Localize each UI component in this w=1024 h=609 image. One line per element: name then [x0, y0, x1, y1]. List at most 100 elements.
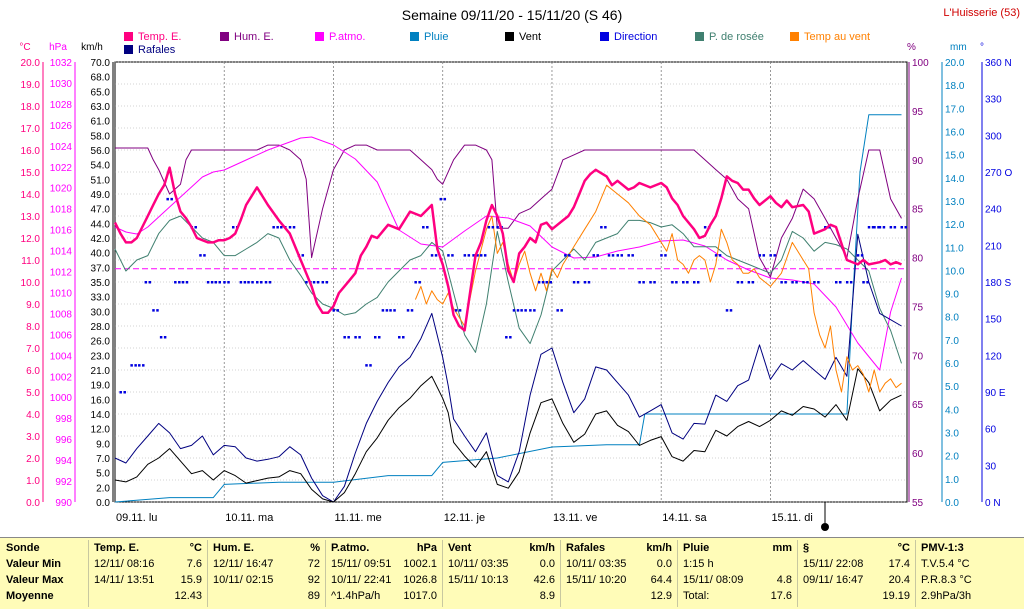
direction-point [406, 309, 410, 312]
direction-point [301, 254, 305, 257]
press-tick-label: 998 [55, 414, 72, 425]
wind-tick-label: 9.0 [96, 439, 110, 450]
wind-tick-label: 42.0 [91, 234, 111, 245]
direction-point [516, 309, 520, 312]
direction-point [545, 281, 549, 284]
stats-label: 15/11/ 08:09 [683, 574, 744, 586]
direction-point [402, 336, 405, 339]
temp-au-vent-line [414, 184, 902, 393]
direction-point [576, 281, 580, 284]
stats-value: 15.9 [180, 574, 202, 586]
temp-tick-label: 13.0 [21, 212, 41, 223]
dir-tick-label: 210 [985, 241, 1002, 252]
stats-value: °C [189, 542, 202, 554]
wind-tick-label: 16.0 [91, 395, 111, 406]
stats-value: 72 [307, 558, 320, 570]
direction-point [834, 281, 838, 284]
p-atmo-line [114, 136, 902, 371]
direction-point [751, 281, 755, 284]
stats-row: Total: 17.6 [683, 590, 792, 604]
temp-tick-label: 4.0 [26, 410, 40, 421]
direction-point [682, 281, 685, 284]
direction-point [703, 226, 707, 229]
stats-header: § °C [803, 542, 910, 556]
direction-point [758, 254, 762, 257]
stats-separator [442, 540, 443, 607]
wind-tick-label: 61.0 [91, 117, 111, 128]
wind-tick-label: 44.0 [91, 219, 111, 230]
direction-point [849, 281, 853, 284]
weather-chart: Semaine 09/11/20 - 15/11/20 (S 46) L'Hui… [19, 7, 1020, 531]
stats-value: 12.43 [174, 590, 202, 602]
direction-point [512, 309, 516, 312]
direction-point [272, 226, 275, 229]
rain-tick-label: 4.0 [945, 405, 959, 416]
temp-tick-label: 15.0 [21, 168, 41, 179]
wind-tick-label: 65.0 [91, 87, 111, 98]
day-label: 14.11. sa [662, 512, 707, 524]
press-tick-label: 1008 [50, 309, 73, 320]
direction-point [541, 281, 545, 284]
temp-tick-label: 3.0 [26, 432, 40, 443]
dir-tick-label: 270 O [985, 168, 1012, 179]
wind-tick-label: 33.0 [91, 293, 111, 304]
direction-point [873, 226, 876, 229]
stats-label: 15/11/ 09:51 [331, 558, 392, 570]
direction-point [194, 226, 197, 229]
direction-point [206, 281, 210, 284]
temp-tick-label: 6.0 [26, 366, 40, 377]
stats-label: 14/11/ 13:51 [94, 574, 155, 586]
temp-tick-label: 14.0 [21, 190, 41, 201]
stats-header: Vent km/h [448, 542, 555, 556]
direction-point [587, 281, 591, 284]
stats-row: 12.9 [566, 590, 672, 604]
direction-point [343, 336, 346, 339]
direction-point [882, 226, 886, 229]
rain-tick-label: 12.0 [945, 220, 965, 231]
temp-tick-label: 12.0 [21, 234, 41, 245]
direction-point [675, 281, 678, 284]
press-unit: hPa [49, 42, 67, 53]
direction-point [163, 336, 167, 339]
stats-header: Sonde [6, 542, 83, 556]
legend-label: Temp. E. [138, 31, 181, 43]
statistics-panel: Sonde Valeur Min Valeur Max Moyenne Temp. E.… [0, 537, 1024, 609]
stats-block: Pluie mm 1:15 h 15/11/ 08:09 4.8 Total: 17.6 [677, 538, 797, 609]
direction-point [243, 281, 247, 284]
temp-tick-label: 5.0 [26, 388, 40, 399]
direction-point [354, 336, 357, 339]
direction-point [784, 281, 787, 284]
temp-tick-label: 1.0 [26, 476, 40, 487]
stats-label: 10/11/ 03:35 [566, 558, 627, 570]
stats-separator [325, 540, 326, 607]
stats-row: 12/11/ 16:47 72 [213, 558, 320, 572]
stats-label: Moyenne [6, 590, 54, 602]
direction-point [627, 254, 630, 257]
direction-point [556, 309, 559, 312]
temp-tick-label: 7.0 [26, 344, 40, 355]
direction-point [463, 254, 467, 257]
direction-point [520, 309, 523, 312]
stats-value: 1002.1 [403, 558, 437, 570]
stats-row: P.R.8.3 °C [921, 574, 1019, 588]
stats-label: Valeur Min [6, 558, 62, 570]
press-tick-label: 1016 [50, 226, 73, 237]
direction-point [276, 226, 279, 229]
direction-point [365, 364, 368, 367]
direction-point [568, 254, 571, 257]
direction-point [505, 336, 508, 339]
direction-point [714, 254, 718, 257]
direction-point [638, 281, 641, 284]
direction-point [795, 281, 798, 284]
stats-label: Sonde [6, 542, 40, 554]
press-tick-label: 1018 [50, 205, 73, 216]
direction-point [159, 336, 163, 339]
direction-point [549, 281, 553, 284]
stats-value: 64.4 [650, 574, 672, 586]
stats-value: 42.6 [533, 574, 555, 586]
stats-block: PMV-1:3 T.V.5.4 °C P.R.8.3 °C 2.9hPa/3h [915, 538, 1024, 609]
direction-point [607, 254, 611, 257]
direction-point [725, 309, 729, 312]
wind-tick-label: 14.0 [91, 410, 111, 421]
direction-point [817, 281, 820, 284]
